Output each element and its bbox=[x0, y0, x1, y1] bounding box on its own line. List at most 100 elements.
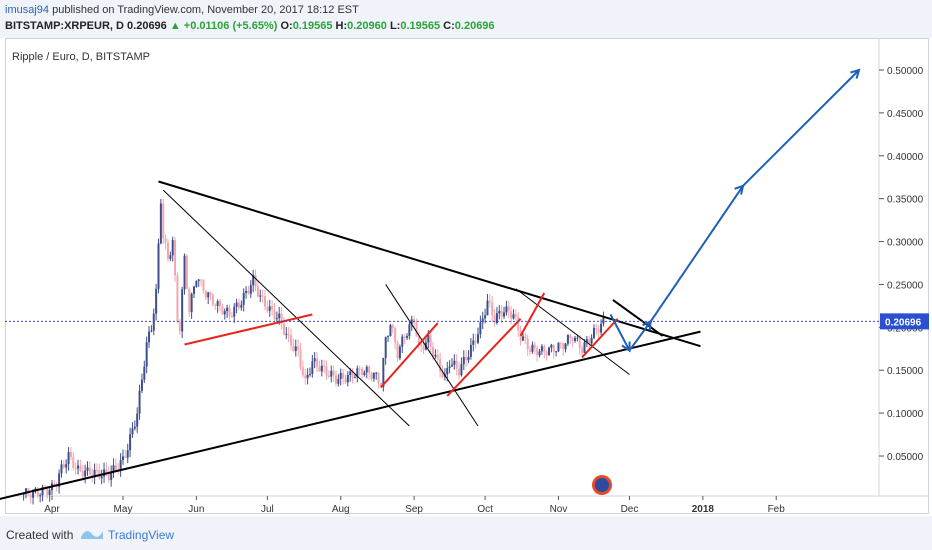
candle-body bbox=[193, 286, 195, 294]
candle-body bbox=[235, 302, 238, 307]
candle-body bbox=[285, 333, 288, 335]
candle-body bbox=[278, 313, 281, 319]
candle-body bbox=[550, 344, 553, 348]
candle-body bbox=[233, 306, 236, 317]
candle-body bbox=[304, 375, 307, 379]
candle-body bbox=[122, 456, 124, 461]
candle-body bbox=[174, 240, 177, 276]
price-axis[interactable]: 0.050000.100000.150000.200000.250000.300… bbox=[879, 66, 924, 463]
last-price-tag: 0.20696 bbox=[880, 313, 929, 330]
time-tick-label: Sep bbox=[405, 504, 423, 515]
candle-body bbox=[446, 368, 449, 375]
candle-body bbox=[41, 486, 44, 496]
candle-body bbox=[514, 314, 517, 317]
price-tick-label: 0.45000 bbox=[887, 109, 924, 120]
candle-body bbox=[183, 255, 186, 290]
publish-line: imusaj94 published on TradingView.com, N… bbox=[5, 4, 359, 16]
candle-body bbox=[453, 360, 456, 365]
candle-body bbox=[211, 294, 214, 305]
candle-body bbox=[361, 368, 364, 376]
candle-body bbox=[474, 340, 477, 343]
last-price: 0.20696 bbox=[127, 20, 167, 32]
low-value: 0.19565 bbox=[400, 20, 441, 32]
candle-body bbox=[112, 465, 115, 473]
candle-body bbox=[403, 336, 406, 338]
symbol-label: BITSTAMP:XRPEUR, D bbox=[5, 20, 124, 32]
price-tick-label: 0.50000 bbox=[887, 66, 924, 77]
candle-body bbox=[185, 255, 188, 289]
time-tick-label: Apr bbox=[44, 504, 60, 515]
projection-path bbox=[609, 69, 860, 353]
candle-body bbox=[150, 330, 153, 332]
candle-body bbox=[320, 365, 323, 372]
candle-body bbox=[110, 472, 113, 481]
candle-body bbox=[164, 238, 167, 243]
last-price-tag-label: 0.20696 bbox=[885, 317, 922, 328]
candle-body bbox=[436, 354, 439, 359]
projection-arrowhead bbox=[850, 68, 861, 79]
candle-body bbox=[486, 300, 489, 316]
price-tick-label: 0.30000 bbox=[887, 238, 924, 249]
candle-body bbox=[595, 328, 598, 330]
price-tick-label: 0.15000 bbox=[887, 366, 924, 377]
candle-body bbox=[477, 334, 479, 343]
candle-body bbox=[259, 295, 262, 297]
candle-body bbox=[564, 343, 567, 350]
candle-body bbox=[450, 364, 453, 367]
candle-body bbox=[578, 337, 581, 349]
candle-body bbox=[495, 313, 498, 324]
time-axis[interactable]: Apr May Jun Jul Aug Sep Oct Nov Dec 2018 Feb bbox=[44, 496, 785, 515]
candle-body bbox=[503, 312, 506, 317]
candle-body bbox=[488, 300, 491, 303]
candle-body bbox=[382, 357, 385, 388]
candle-body bbox=[223, 311, 226, 315]
time-tick-label: May bbox=[114, 504, 133, 515]
candle-body bbox=[195, 281, 198, 287]
candle-body bbox=[581, 348, 584, 353]
price-tick-label: 0.10000 bbox=[887, 409, 924, 420]
candle-body bbox=[566, 335, 569, 344]
candle-body bbox=[465, 357, 468, 361]
candle-body bbox=[590, 337, 593, 344]
candle-body bbox=[155, 288, 158, 314]
candle-body bbox=[344, 378, 347, 383]
candle-body bbox=[188, 288, 191, 313]
candle-body bbox=[555, 351, 558, 353]
candle-body bbox=[95, 469, 98, 471]
candle-body bbox=[242, 292, 245, 305]
candle-body bbox=[349, 371, 352, 375]
close-label: C: bbox=[443, 20, 455, 32]
candle-body bbox=[136, 413, 139, 427]
candle-body bbox=[249, 285, 252, 294]
candle-body bbox=[287, 333, 290, 336]
candles bbox=[22, 198, 605, 505]
candle-body bbox=[332, 370, 335, 376]
time-tick-label: Aug bbox=[332, 504, 350, 515]
candle-body bbox=[448, 366, 451, 369]
candle-body bbox=[219, 301, 222, 307]
author-link[interactable]: imusaj94 bbox=[5, 4, 50, 16]
chart-title: Ripple / Euro, D, BITSTAMP bbox=[12, 51, 150, 63]
tradingview-brand[interactable]: TradingView bbox=[108, 528, 175, 542]
candle-body bbox=[484, 315, 487, 319]
candle-body bbox=[339, 372, 342, 379]
candle-body bbox=[271, 306, 274, 310]
candle-body bbox=[159, 203, 162, 244]
candle-body bbox=[545, 351, 548, 356]
candle-body bbox=[363, 372, 366, 376]
candle-body bbox=[540, 346, 543, 352]
candle-body bbox=[247, 290, 250, 294]
red-trend-line bbox=[380, 322, 439, 389]
candle-body bbox=[548, 347, 550, 356]
candle-body bbox=[86, 467, 89, 471]
candle-body bbox=[391, 325, 394, 329]
time-tick-label: Jul bbox=[261, 504, 274, 515]
candle-body bbox=[306, 374, 309, 379]
event-marker[interactable] bbox=[592, 475, 612, 495]
price-change: ▲ +0.01106 (+5.65%) bbox=[169, 20, 278, 32]
candle-body bbox=[65, 464, 68, 468]
footer: Created with TradingView bbox=[0, 516, 932, 550]
candle-body bbox=[58, 473, 61, 487]
candle-body bbox=[434, 354, 437, 357]
